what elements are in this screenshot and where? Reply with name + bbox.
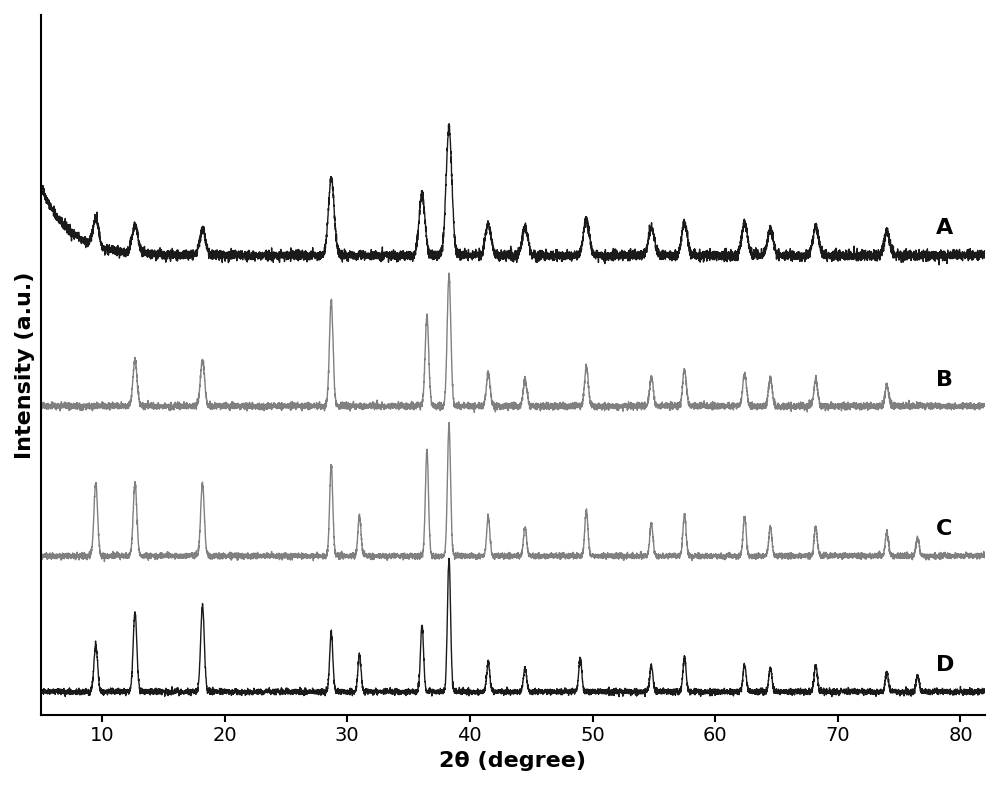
Text: B: B [936, 369, 953, 390]
X-axis label: 2θ (degree): 2θ (degree) [439, 751, 586, 771]
Text: C: C [936, 520, 952, 539]
Text: D: D [936, 656, 954, 675]
Text: A: A [936, 219, 953, 238]
Y-axis label: Intensity (a.u.): Intensity (a.u.) [15, 271, 35, 458]
